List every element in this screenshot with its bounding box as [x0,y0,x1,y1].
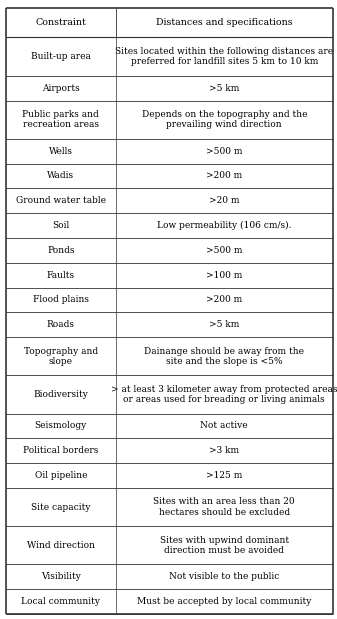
Text: Public parks and
recreation areas: Public parks and recreation areas [22,110,99,129]
Text: Site capacity: Site capacity [31,503,91,511]
Text: >500 m: >500 m [206,147,243,155]
Text: Depends on the topography and the
prevailing wind direction: Depends on the topography and the prevai… [142,110,307,129]
Text: Dainange should be away from the
site and the slope is <5%: Dainange should be away from the site an… [144,347,304,366]
Text: Airports: Airports [42,84,80,93]
Text: Low permeability (106 cm/s).: Low permeability (106 cm/s). [157,221,292,230]
Text: Not active: Not active [201,422,248,430]
Text: >100 m: >100 m [206,271,242,280]
Text: Oil pipeline: Oil pipeline [34,471,87,480]
Text: Ground water table: Ground water table [16,196,106,206]
Text: Wadis: Wadis [47,171,74,180]
Text: Biodiversity: Biodiversity [33,390,88,399]
Text: Sites with upwind dominant
direction must be avoided: Sites with upwind dominant direction mus… [160,535,289,555]
Text: Roads: Roads [47,320,75,329]
Text: > at least 3 kilometer away from protected areas
or areas used for breading or l: > at least 3 kilometer away from protect… [111,385,337,404]
Text: Soil: Soil [52,221,69,230]
Text: Not visible to the public: Not visible to the public [169,573,279,581]
Text: >500 m: >500 m [206,246,243,255]
Text: Built-up area: Built-up area [31,52,91,61]
Text: Ponds: Ponds [47,246,74,255]
Text: >5 km: >5 km [209,320,240,329]
Text: >3 km: >3 km [209,446,239,455]
Text: Wind direction: Wind direction [27,541,95,550]
Text: >200 m: >200 m [206,171,242,180]
Text: Distances and specifications: Distances and specifications [156,18,293,27]
Text: Flood plains: Flood plains [33,295,89,305]
Text: >5 km: >5 km [209,84,240,93]
Text: Topography and
slope: Topography and slope [24,347,98,366]
Text: Constraint: Constraint [35,18,86,27]
Text: Must be accepted by local community: Must be accepted by local community [137,597,311,606]
Text: Faults: Faults [47,271,75,280]
Text: >125 m: >125 m [206,471,242,480]
Text: Political borders: Political borders [23,446,98,455]
Text: Wells: Wells [49,147,73,155]
Text: Local community: Local community [21,597,100,606]
Text: Visibility: Visibility [41,573,81,581]
Text: >200 m: >200 m [206,295,242,305]
Text: Sites with an area less than 20
hectares should be excluded: Sites with an area less than 20 hectares… [153,498,295,517]
Text: Sites located within the following distances are
preferred for landfill sites 5 : Sites located within the following dista… [115,47,333,66]
Text: Seismology: Seismology [35,422,87,430]
Text: >20 m: >20 m [209,196,240,206]
